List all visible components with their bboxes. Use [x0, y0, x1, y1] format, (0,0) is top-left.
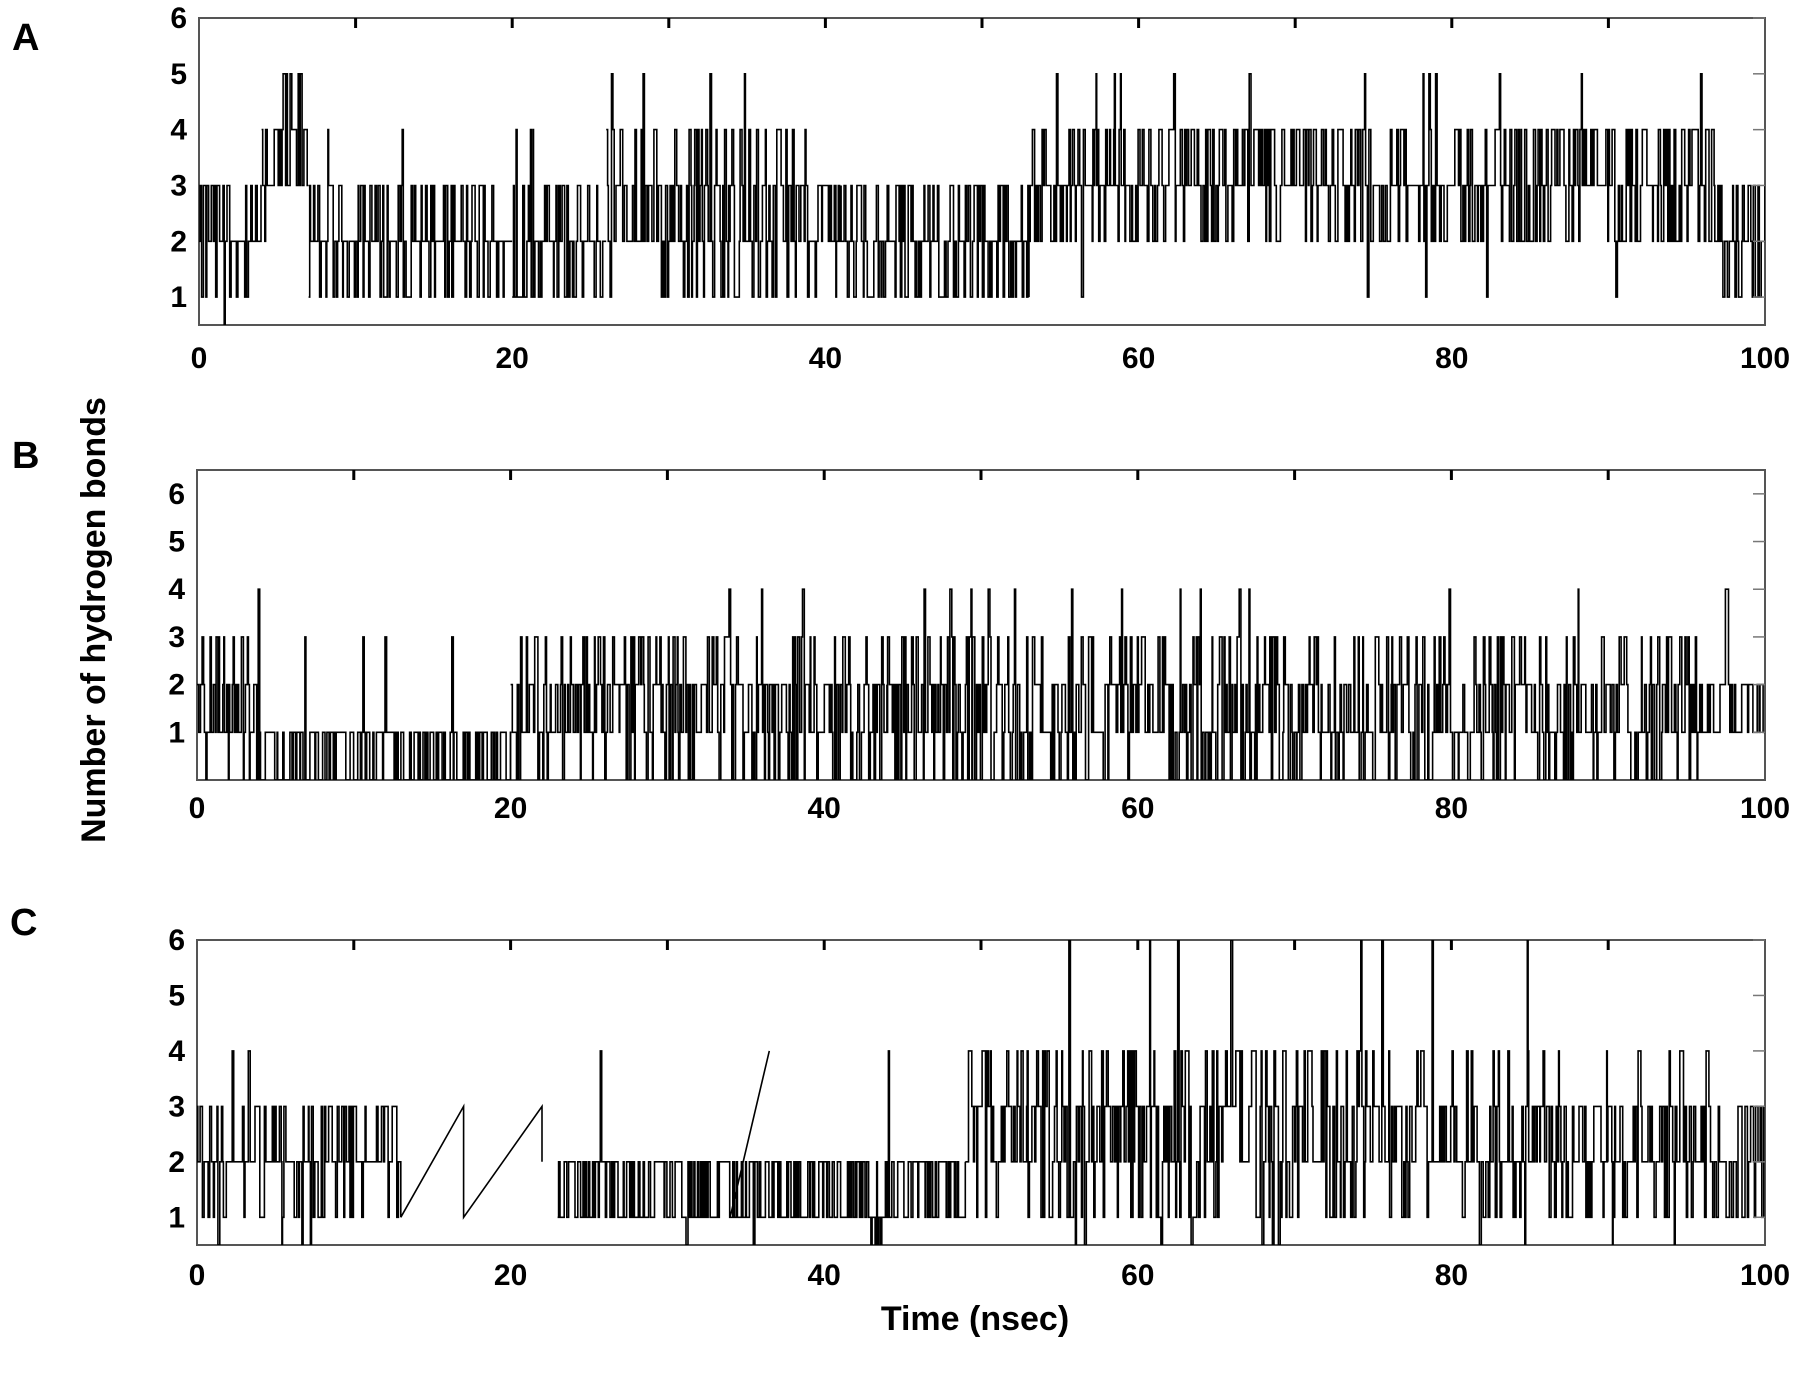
panel-label: C: [10, 902, 37, 944]
x-tick-label: 20: [496, 342, 529, 375]
plot-frame: [196, 939, 1766, 1246]
y-tick-label: 2: [170, 225, 187, 258]
x-tick-label: 40: [808, 1259, 841, 1292]
x-tick-label: 60: [1121, 792, 1154, 825]
x-tick-label: 60: [1122, 342, 1155, 375]
x-tick-label: 40: [809, 342, 842, 375]
hbond-trace: [199, 73, 1765, 325]
y-tick-label: 6: [168, 924, 185, 957]
x-tick-label: 0: [189, 1259, 206, 1292]
y-tick-label: 3: [168, 621, 185, 654]
panel-label: A: [12, 17, 39, 59]
y-tick-label: 4: [168, 1035, 185, 1068]
y-tick-label: 4: [170, 114, 187, 147]
x-tick-label: 100: [1740, 792, 1790, 825]
hbond-trace: [197, 940, 1765, 1245]
y-tick-label: 2: [168, 1146, 185, 1179]
y-tick-label: 1: [170, 281, 187, 314]
y-tick-label: 2: [168, 669, 185, 702]
y-tick-label: 1: [168, 716, 185, 749]
x-tick-label: 40: [808, 792, 841, 825]
y-tick-label: 3: [170, 169, 187, 202]
x-tick-label: 0: [191, 342, 208, 375]
x-tick-label: 20: [494, 792, 527, 825]
x-tick-label: 80: [1435, 1259, 1468, 1292]
panel-label: B: [12, 435, 39, 477]
y-tick-label: 5: [168, 526, 185, 559]
y-axis-label: Number of hydrogen bonds: [75, 397, 113, 843]
x-tick-label: 80: [1435, 342, 1468, 375]
y-tick-label: 6: [168, 478, 185, 511]
x-tick-label: 80: [1435, 792, 1468, 825]
y-tick-label: 5: [170, 58, 187, 91]
x-tick-label: 100: [1740, 1259, 1790, 1292]
y-tick-label: 6: [170, 2, 187, 35]
x-tick-label: 20: [494, 1259, 527, 1292]
x-tick-label: 100: [1740, 342, 1790, 375]
x-tick-label: 60: [1121, 1259, 1154, 1292]
y-tick-label: 5: [168, 979, 185, 1012]
y-tick-label: 4: [168, 573, 185, 606]
hbond-trace: [197, 588, 1765, 780]
y-tick-label: 1: [168, 1201, 185, 1234]
y-tick-label: 3: [168, 1090, 185, 1123]
x-axis-label: Time (nsec): [881, 1300, 1069, 1338]
x-tick-label: 0: [189, 792, 206, 825]
